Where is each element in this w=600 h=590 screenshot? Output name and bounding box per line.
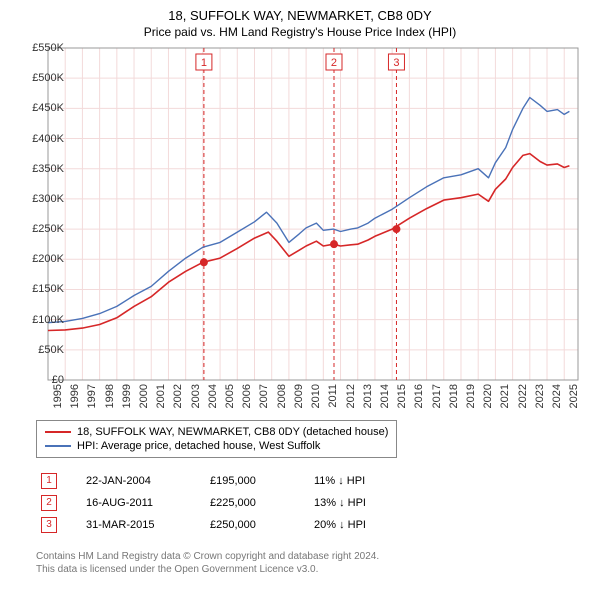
y-tick-label: £250K bbox=[4, 223, 64, 235]
legend-item: HPI: Average price, detached house, West… bbox=[45, 439, 388, 453]
event-price: £195,000 bbox=[210, 475, 290, 487]
x-tick-label: 1996 bbox=[69, 384, 81, 408]
x-tick-label: 2020 bbox=[482, 384, 494, 408]
y-tick-label: £50K bbox=[4, 344, 64, 356]
event-date: 31-MAR-2015 bbox=[86, 519, 186, 531]
event-marker-icon: 2 bbox=[41, 495, 57, 511]
y-tick-label: £350K bbox=[4, 163, 64, 175]
event-price: £250,000 bbox=[210, 519, 290, 531]
footer-line2: This data is licensed under the Open Gov… bbox=[36, 563, 576, 576]
x-tick-label: 2015 bbox=[396, 384, 408, 408]
x-tick-label: 2019 bbox=[465, 384, 477, 408]
event-date: 16-AUG-2011 bbox=[86, 497, 186, 509]
y-tick-label: £200K bbox=[4, 253, 64, 265]
event-marker-icon: 1 bbox=[41, 473, 57, 489]
footer-attribution: Contains HM Land Registry data © Crown c… bbox=[36, 550, 576, 576]
x-tick-label: 2022 bbox=[517, 384, 529, 408]
legend-label: 18, SUFFOLK WAY, NEWMARKET, CB8 0DY (det… bbox=[77, 426, 388, 438]
events-table: 1 22-JAN-2004 £195,000 11% ↓ HPI 2 16-AUG-201… bbox=[36, 470, 404, 536]
x-tick-label: 1995 bbox=[52, 384, 64, 408]
y-tick-label: £150K bbox=[4, 283, 64, 295]
svg-text:2: 2 bbox=[331, 57, 337, 69]
legend-swatch bbox=[45, 445, 71, 447]
x-tick-label: 2009 bbox=[293, 384, 305, 408]
event-marker-icon: 3 bbox=[41, 517, 57, 533]
event-delta: 20% ↓ HPI bbox=[314, 519, 404, 531]
x-tick-label: 2008 bbox=[276, 384, 288, 408]
event-row: 1 22-JAN-2004 £195,000 11% ↓ HPI bbox=[36, 470, 404, 492]
svg-text:1: 1 bbox=[201, 57, 207, 69]
footer-line1: Contains HM Land Registry data © Crown c… bbox=[36, 550, 576, 563]
x-tick-label: 2013 bbox=[362, 384, 374, 408]
x-tick-label: 2016 bbox=[413, 384, 425, 408]
event-date: 22-JAN-2004 bbox=[86, 475, 186, 487]
y-tick-label: £400K bbox=[4, 133, 64, 145]
x-tick-label: 2000 bbox=[138, 384, 150, 408]
y-tick-label: £450K bbox=[4, 102, 64, 114]
legend-swatch bbox=[45, 431, 71, 433]
x-tick-label: 2024 bbox=[551, 384, 563, 408]
x-tick-label: 2023 bbox=[534, 384, 546, 408]
event-row: 2 16-AUG-2011 £225,000 13% ↓ HPI bbox=[36, 492, 404, 514]
x-tick-label: 2025 bbox=[568, 384, 580, 408]
y-tick-label: £500K bbox=[4, 72, 64, 84]
x-tick-label: 2002 bbox=[172, 384, 184, 408]
x-tick-label: 2014 bbox=[379, 384, 391, 408]
event-row: 3 31-MAR-2015 £250,000 20% ↓ HPI bbox=[36, 514, 404, 536]
y-tick-label: £300K bbox=[4, 193, 64, 205]
x-tick-label: 2005 bbox=[224, 384, 236, 408]
x-tick-label: 2017 bbox=[431, 384, 443, 408]
x-tick-label: 2006 bbox=[241, 384, 253, 408]
x-tick-label: 2004 bbox=[207, 384, 219, 408]
x-tick-label: 2012 bbox=[345, 384, 357, 408]
x-tick-label: 2003 bbox=[190, 384, 202, 408]
y-tick-label: £550K bbox=[4, 42, 64, 54]
x-tick-label: 2001 bbox=[155, 384, 167, 408]
svg-text:3: 3 bbox=[393, 57, 399, 69]
x-tick-label: 2011 bbox=[327, 384, 339, 408]
x-tick-label: 2010 bbox=[310, 384, 322, 408]
legend-item: 18, SUFFOLK WAY, NEWMARKET, CB8 0DY (det… bbox=[45, 425, 388, 439]
x-tick-label: 1999 bbox=[121, 384, 133, 408]
event-delta: 13% ↓ HPI bbox=[314, 497, 404, 509]
x-tick-label: 2007 bbox=[258, 384, 270, 408]
x-tick-label: 1998 bbox=[104, 384, 116, 408]
x-tick-label: 2018 bbox=[448, 384, 460, 408]
legend-box: 18, SUFFOLK WAY, NEWMARKET, CB8 0DY (det… bbox=[36, 420, 397, 458]
event-delta: 11% ↓ HPI bbox=[314, 475, 404, 487]
x-tick-label: 1997 bbox=[86, 384, 98, 408]
x-tick-label: 2021 bbox=[499, 384, 511, 408]
y-tick-label: £100K bbox=[4, 314, 64, 326]
legend-label: HPI: Average price, detached house, West… bbox=[77, 440, 320, 452]
event-price: £225,000 bbox=[210, 497, 290, 509]
price-chart: 1 2 3 bbox=[0, 0, 600, 416]
